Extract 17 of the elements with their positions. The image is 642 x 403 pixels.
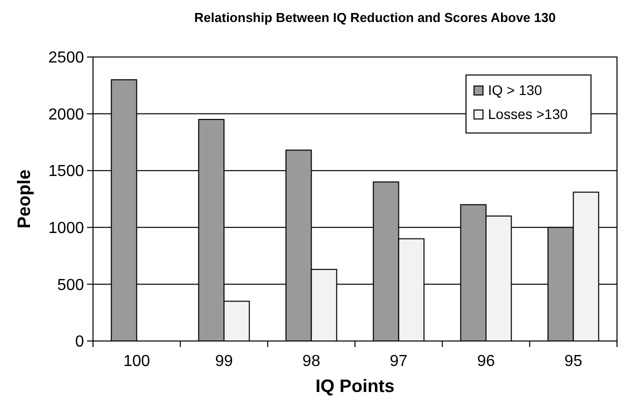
y-axis-title: People: [14, 169, 34, 229]
y-tick-label: 1000: [48, 220, 84, 237]
x-tick-label: 96: [477, 353, 495, 370]
x-tick-label: 97: [390, 353, 408, 370]
y-tick-label: 1500: [48, 163, 84, 180]
x-axis-title: IQ Points: [315, 376, 395, 396]
y-tick-label: 2500: [48, 50, 84, 67]
x-tick-label: 95: [564, 353, 582, 370]
y-tick-label: 2000: [48, 106, 84, 124]
y-tick-label: 0: [75, 334, 84, 351]
x-tick-label: 100: [123, 353, 150, 370]
chart-title: Relationship Between IQ Reduction and Scores Above 130: [194, 10, 556, 25]
x-tick-label: 98: [302, 353, 320, 370]
legend-label: IQ > 130: [488, 82, 542, 98]
x-tick-label: 99: [215, 353, 233, 370]
legend-label: Losses >130: [488, 106, 568, 122]
y-tick-label: 500: [57, 276, 84, 294]
